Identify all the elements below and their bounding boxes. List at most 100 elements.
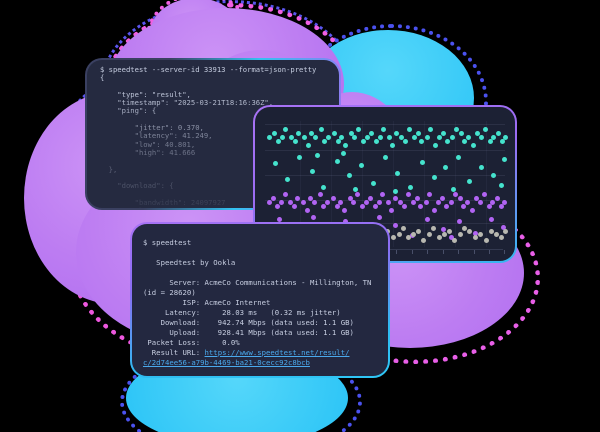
data-point-dot [472,234,478,240]
terminal-output-speedtest: $ speedtest Speedtest by Ookla Server: A… [143,238,372,367]
data-point-dot [436,134,442,140]
data-point-dot [481,191,487,197]
gridline-horizontal [265,223,505,224]
data-point-dot [282,191,288,197]
data-point-dot [458,130,464,136]
data-point-dot [464,199,470,205]
terminal-body: $ speedtest Speedtest by Ookla Server: A… [132,224,388,376]
data-point-dot [307,195,313,201]
data-point-dot [431,174,437,180]
data-point-dot [341,207,347,213]
data-point-dot [370,180,376,186]
gridline-vertical [424,121,425,247]
data-point-dot [477,231,483,237]
data-point-dot [338,134,344,140]
data-point-dot [498,203,504,209]
data-point-dot [396,231,402,237]
data-point-dot [393,130,399,136]
data-point-dot [301,134,307,140]
data-point-dot [486,203,492,209]
data-point-dot [287,199,293,205]
data-point-dot [294,195,300,201]
data-point-dot [478,134,484,140]
data-point-dot [311,199,317,205]
data-point-dot [478,164,484,170]
data-point-dot [331,130,337,136]
data-point-dot [494,195,500,201]
data-point-dot [308,130,314,136]
data-point-dot [320,203,326,209]
x-axis-tick [412,250,413,254]
data-point-dot [443,203,449,209]
data-point-dot [411,134,417,140]
result-url-link[interactable]: https://www.speedtest.net/result/ [204,348,350,357]
data-point-dot [363,199,369,205]
data-point-dot [490,134,496,140]
data-point-dot [358,162,364,168]
data-point-dot [271,130,277,136]
data-point-dot [427,126,433,132]
data-point-dot [266,134,272,140]
data-point-dot [424,216,430,222]
gridline-vertical [362,121,363,247]
data-point-dot [420,237,426,243]
data-point-dot [398,134,404,140]
data-point-dot [284,176,290,182]
data-point-dot [418,138,424,144]
data-point-dot [455,154,461,160]
data-point-dot [324,199,330,205]
data-point-dot [432,142,438,148]
data-point-dot [435,199,441,205]
data-point-dot [368,130,374,136]
data-point-dot [342,142,348,148]
data-point-dot [415,228,421,234]
data-point-dot [453,126,459,132]
data-point-dot [355,126,361,132]
data-point-dot [351,134,357,140]
data-point-dot [389,142,395,148]
data-point-dot [457,195,463,201]
data-point-dot [380,126,386,132]
data-point-dot [312,134,318,140]
data-point-dot [291,203,297,209]
data-point-dot [392,222,398,228]
data-point-dot [360,138,366,144]
data-point-dot [502,134,508,140]
data-point-dot [288,134,294,140]
data-point-dot [442,164,448,170]
data-point-dot [436,234,442,240]
data-point-dot [441,231,447,237]
data-point-dot [276,216,282,222]
data-point-dot [373,138,379,144]
data-point-dot [266,199,272,205]
data-point-dot [321,138,327,144]
data-point-dot [493,231,499,237]
data-point-dot [501,199,507,205]
data-point-dot [402,138,408,144]
data-point-dot [461,138,467,144]
data-point-dot [379,191,385,197]
data-point-dot [320,184,326,190]
data-point-dot [272,160,278,166]
data-point-dot [482,126,488,132]
data-point-dot [397,199,403,205]
data-point-dot [444,138,450,144]
data-point-dot [406,126,412,132]
data-point-dot [278,199,284,205]
data-point-dot [430,225,436,231]
data-point-dot [275,138,281,144]
data-point-dot [419,159,425,165]
data-point-dot [477,199,483,205]
data-point-dot [466,178,472,184]
data-point-dot [483,237,489,243]
data-point-dot [498,182,504,188]
data-point-dot [305,142,311,148]
data-point-dot [470,142,476,148]
data-point-dot [354,191,360,197]
data-point-dot [388,207,394,213]
data-point-dot [451,237,457,243]
data-point-dot [449,134,455,140]
data-point-dot [502,228,508,234]
data-point-dot [405,191,411,197]
result-url-link[interactable]: c/2d74ee56-a79b-4469-ba21-0cecc92c8bcb [143,358,310,367]
